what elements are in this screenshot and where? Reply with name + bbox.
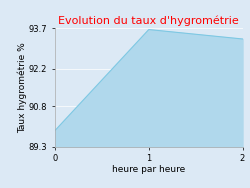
X-axis label: heure par heure: heure par heure (112, 165, 186, 174)
Y-axis label: Taux hygrométrie %: Taux hygrométrie % (18, 42, 27, 133)
Title: Evolution du taux d'hygrométrie: Evolution du taux d'hygrométrie (58, 16, 239, 26)
